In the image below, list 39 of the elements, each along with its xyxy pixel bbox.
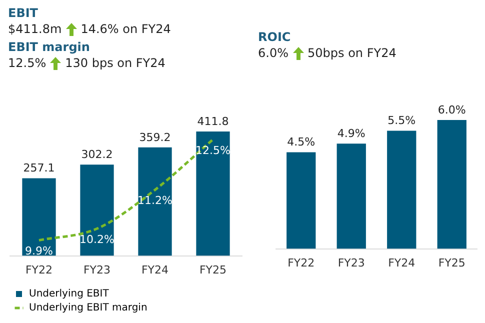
text: EBIT margin (8, 40, 91, 54)
bar (286, 152, 316, 249)
data-label: 4.5% (287, 136, 316, 149)
x-tick-label: FY25 (438, 256, 466, 270)
text: 130 bps on FY24 (65, 56, 166, 70)
text: $411.8m (8, 22, 62, 36)
chart-title: EBIT (8, 6, 39, 20)
x-tick-label: FY22 (288, 256, 315, 270)
data-label: 257.1 (23, 162, 55, 175)
legend-label: Underlying EBIT (29, 288, 110, 300)
x-tick-label: FY23 (83, 263, 111, 276)
data-label: 9.9% (25, 244, 53, 258)
bar (336, 144, 366, 249)
data-label: 4.9% (337, 126, 366, 140)
text: 50bps on FY24 (308, 46, 396, 60)
text: 12.5% (8, 56, 46, 70)
x-tick-label: FY24 (388, 256, 416, 270)
bar (387, 130, 416, 249)
data-label: 10.2% (80, 233, 114, 246)
bar (138, 147, 172, 256)
bar (22, 178, 56, 256)
bar (80, 164, 114, 256)
text: 6.0% (258, 46, 288, 60)
data-label: 12.5% (196, 144, 230, 157)
x-tick-label: FY24 (141, 263, 169, 276)
chart-title: ROIC (258, 30, 292, 44)
bar (437, 120, 466, 249)
data-label: 5.5% (388, 114, 416, 128)
text: 14.6% on FY24 (80, 22, 171, 36)
legend-label: Underlying EBIT margin (29, 302, 148, 314)
data-label: 359.2 (139, 130, 171, 144)
data-label: 302.2 (81, 148, 113, 161)
x-tick-label: FY25 (199, 263, 227, 276)
x-tick-label: FY23 (338, 256, 365, 270)
x-tick-label: FY22 (25, 263, 53, 276)
data-label: 11.2% (138, 194, 172, 208)
bar (196, 132, 230, 256)
data-label: 411.8 (197, 114, 229, 128)
data-label: 6.0% (438, 103, 466, 116)
